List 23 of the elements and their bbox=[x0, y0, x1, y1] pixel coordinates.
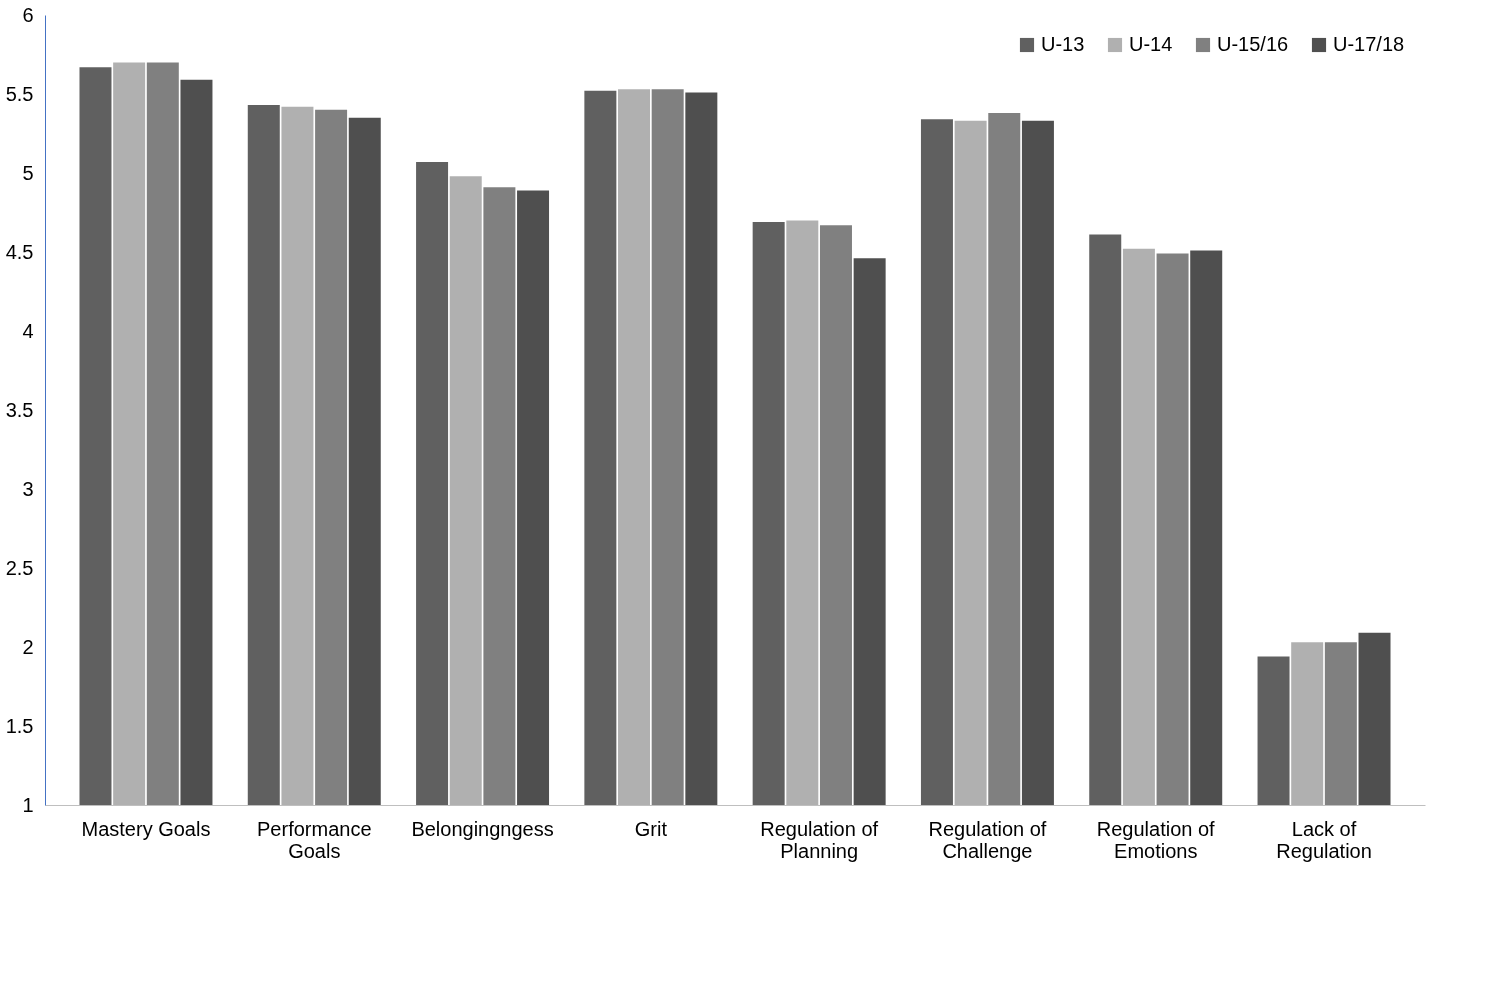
x-tick-label: Grit bbox=[634, 817, 668, 840]
x-tick-label: Regulation of Challenge bbox=[928, 817, 1047, 862]
x-tick-label: Lack of Regulation bbox=[1276, 817, 1372, 862]
legend-label: U-14 bbox=[1129, 33, 1173, 55]
y-tick-label: 1 bbox=[22, 793, 34, 816]
legend-label: U-17/18 bbox=[1333, 33, 1405, 55]
x-tick-label: Mastery Goals bbox=[81, 817, 211, 840]
y-tick-label: 5.5 bbox=[5, 82, 34, 105]
y-tick-label: 6 bbox=[22, 3, 34, 26]
legend-label: U-13 bbox=[1041, 33, 1085, 55]
y-tick-label: 3.5 bbox=[5, 398, 34, 421]
y-tick-label: 2.5 bbox=[5, 556, 34, 579]
y-tick-label: 2 bbox=[22, 635, 34, 658]
y-tick-label: 4 bbox=[22, 319, 34, 342]
y-tick-label: 3 bbox=[22, 477, 34, 500]
x-tick-label: Performance Goals bbox=[257, 817, 372, 862]
x-tick-label: Regulation of Emotions bbox=[1096, 817, 1216, 862]
x-tick-label: Belongingngess bbox=[411, 817, 554, 840]
y-tick-label: 5 bbox=[22, 161, 34, 184]
legend-label: U-15/16 bbox=[1217, 33, 1289, 55]
x-tick-label: Regulation of Planning bbox=[760, 817, 879, 862]
y-tick-label: 1.5 bbox=[5, 714, 34, 737]
y-tick-label: 4.5 bbox=[5, 240, 34, 263]
